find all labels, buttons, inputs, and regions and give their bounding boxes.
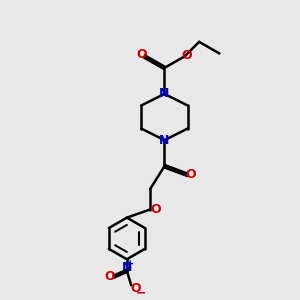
Text: O: O xyxy=(150,203,160,216)
Text: N: N xyxy=(122,261,132,274)
Text: O: O xyxy=(136,48,147,62)
Text: N: N xyxy=(159,87,170,101)
Text: O: O xyxy=(182,49,192,62)
Text: O: O xyxy=(186,168,196,182)
Text: +: + xyxy=(126,260,134,269)
Text: O: O xyxy=(131,282,141,295)
Text: −: − xyxy=(136,286,147,299)
Text: O: O xyxy=(104,270,115,283)
Text: N: N xyxy=(159,134,170,147)
